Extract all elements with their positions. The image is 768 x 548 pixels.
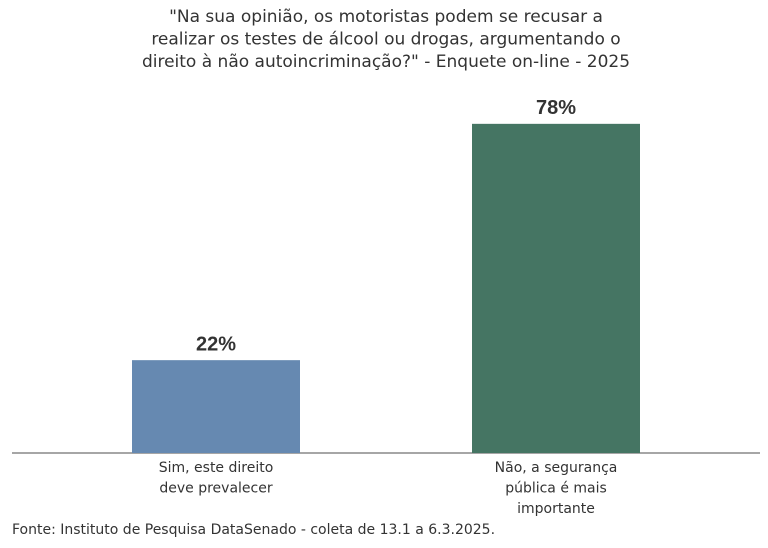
source: Fonte: Instituto de Pesquisa DataSenado … bbox=[12, 522, 495, 538]
chart-title: realizar os testes de álcool ou drogas, … bbox=[151, 30, 620, 50]
value-label: 78% bbox=[536, 97, 576, 119]
chart-title: direito à não autoincriminação?" - Enque… bbox=[142, 52, 630, 72]
bar bbox=[472, 123, 640, 453]
value-label: 22% bbox=[196, 333, 236, 355]
x-tick-label: importante bbox=[517, 501, 595, 517]
x-tick-label: Sim, este direito bbox=[159, 460, 274, 476]
bar bbox=[132, 360, 300, 453]
x-tick-label: pública é mais bbox=[505, 481, 607, 497]
x-tick-label: Não, a segurança bbox=[495, 460, 618, 476]
chart-title: "Na sua opinião, os motoristas podem se … bbox=[169, 7, 603, 27]
x-tick-label: deve prevalecer bbox=[159, 481, 272, 497]
